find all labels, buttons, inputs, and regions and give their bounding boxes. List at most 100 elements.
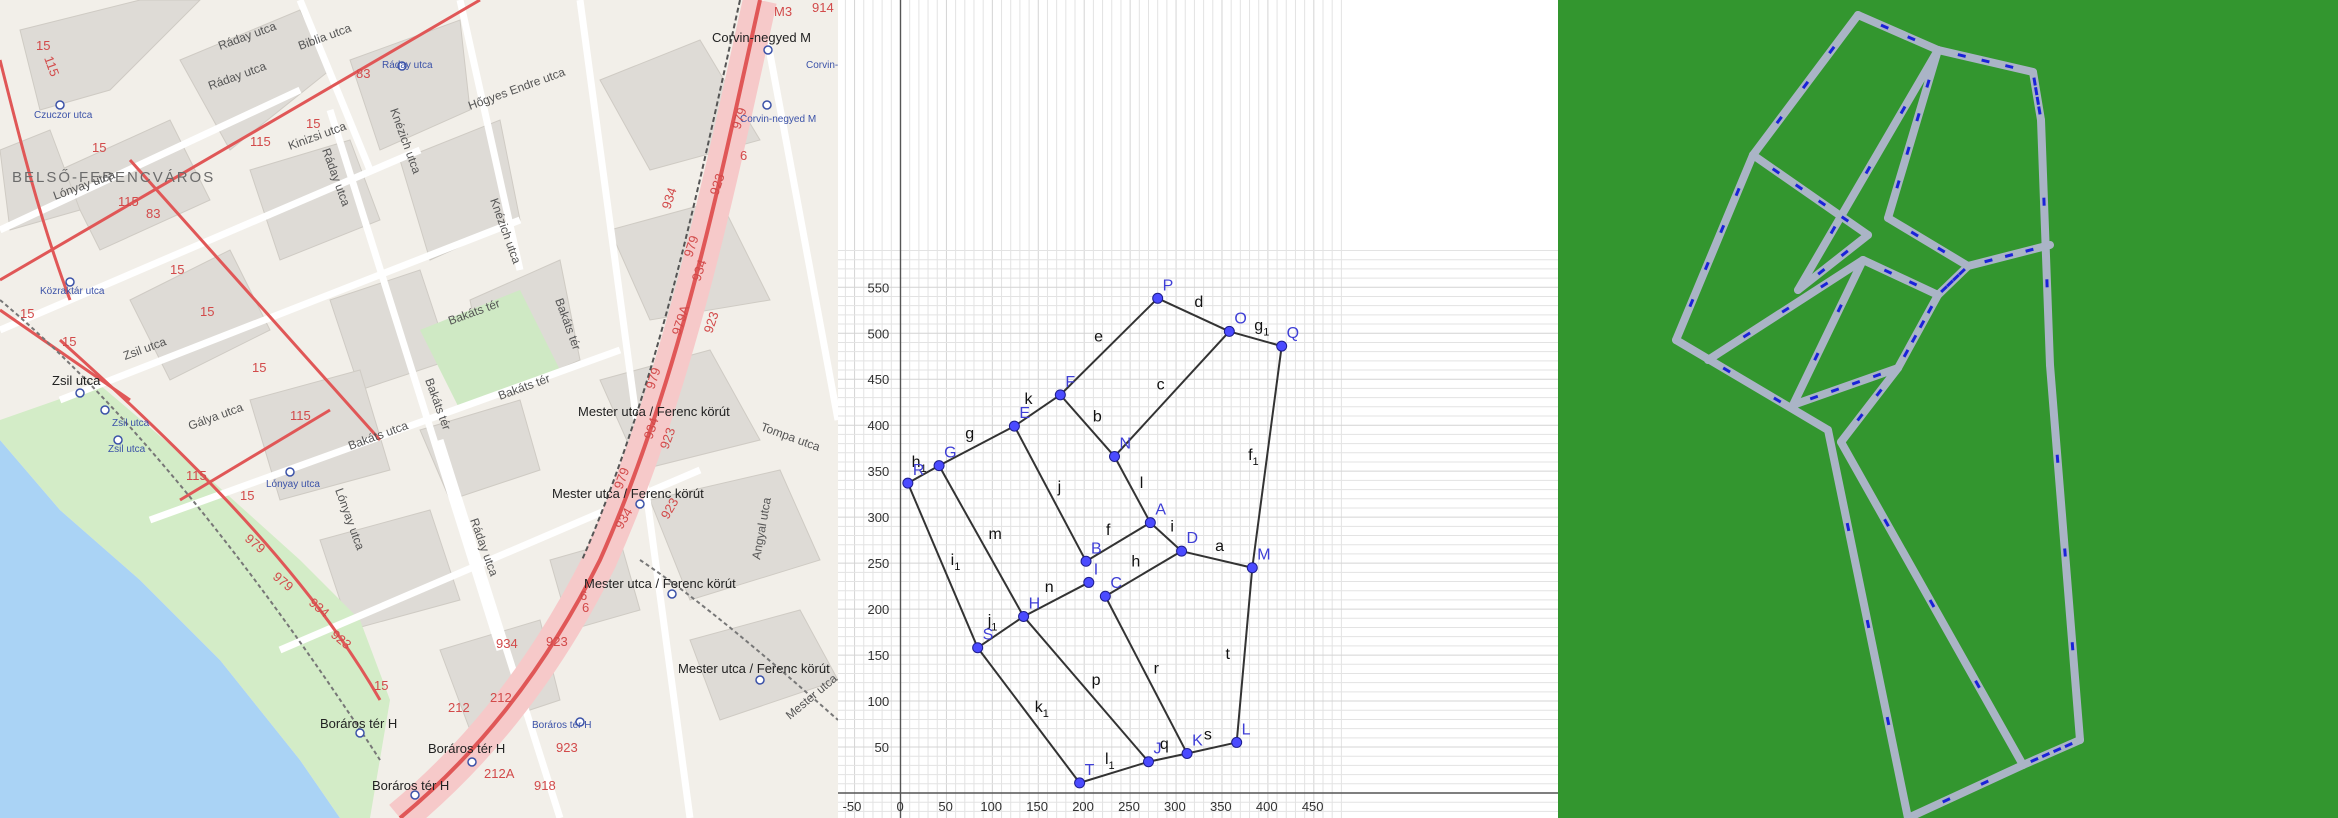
segment-label-g1: g1 <box>1254 317 1269 338</box>
segment-label-e: e <box>1094 329 1103 346</box>
point-T[interactable] <box>1074 777 1086 789</box>
point-O[interactable] <box>1223 325 1235 337</box>
segment-s <box>1186 741 1237 755</box>
segment-p <box>1022 615 1150 763</box>
y-tick-label: 50 <box>875 740 889 755</box>
point-L[interactable] <box>1231 736 1243 748</box>
ground-area <box>1558 0 2338 818</box>
segment-label-l: l <box>1140 475 1144 492</box>
segment-label-t: t <box>1226 646 1231 663</box>
point-label-G: G <box>944 445 956 462</box>
geometry-graph-panel[interactable]: -50 0 50 100 150 200 250 300 350 400 450 50 100 150 20… <box>838 0 1558 818</box>
segment-a <box>1181 550 1253 569</box>
point-label-C: C <box>1110 575 1122 592</box>
point-B[interactable] <box>1080 555 1092 567</box>
point-C[interactable] <box>1099 590 1111 602</box>
vehicle-marker <box>1915 112 1921 122</box>
point-label-D: D <box>1187 530 1199 547</box>
y-tick-label: 300 <box>868 510 890 525</box>
vehicle-marker <box>1828 45 1836 55</box>
segment-label-f1: f1 <box>1248 447 1259 468</box>
point-H[interactable] <box>1018 610 1030 622</box>
point-D[interactable] <box>1176 545 1188 557</box>
point-J[interactable] <box>1142 756 1154 768</box>
point-F[interactable] <box>1054 389 1066 401</box>
vehicle-marker <box>1905 146 1911 156</box>
vehicle-marker <box>1902 349 1910 358</box>
point-G[interactable] <box>933 460 945 472</box>
points-layer: P O Q F E N G R A D B M IC H S L K J T <box>902 277 1299 789</box>
segment-i1 <box>906 482 979 649</box>
route-label: 923 <box>701 310 722 335</box>
point-A[interactable] <box>1144 517 1156 529</box>
vehicle-marker <box>2005 64 2014 69</box>
route-label: 6 <box>740 148 747 163</box>
vehicle-marker <box>2041 752 2051 758</box>
segment-label-l1: l1 <box>1105 751 1115 772</box>
segment-label-j1: j1 <box>987 613 998 634</box>
vehicle-marker <box>1794 183 1804 191</box>
route-label: 979 <box>643 366 664 391</box>
route-label: 914 <box>812 0 834 15</box>
segment-label-f: f <box>1106 522 1111 539</box>
stop-label-boraros-3: Boráros tér H <box>372 778 449 793</box>
vehicle-marker <box>1946 279 1954 288</box>
vehicle-marker <box>2063 548 2067 557</box>
river-area <box>0 440 340 818</box>
x-tick-label: 100 <box>980 799 1002 814</box>
vehicle-marker <box>1925 79 1931 88</box>
vehicle-marker <box>1875 388 1883 397</box>
vehicle-marker <box>1958 267 1966 276</box>
route-label: 212 <box>490 690 512 705</box>
point-S[interactable] <box>972 642 984 654</box>
vehicle-marker <box>1872 372 1882 379</box>
segment-label-a: a <box>1215 538 1224 555</box>
vehicle-marker <box>1980 779 1989 786</box>
route-label: 83 <box>356 66 370 81</box>
point-I[interactable] <box>1083 576 1095 588</box>
y-tick-label: 100 <box>868 694 890 709</box>
vehicle-marker <box>1895 180 1901 189</box>
vehicle-marker <box>1918 319 1926 329</box>
vehicle-marker <box>1742 331 1751 339</box>
street-map-panel[interactable]: BELSŐ-FERENCVÁROS Ráday utca Biblia utca… <box>0 0 838 818</box>
point-label-N: N <box>1120 435 1132 452</box>
point-M[interactable] <box>1246 562 1258 574</box>
point-K[interactable] <box>1181 747 1193 759</box>
route-label: 212A <box>484 766 515 781</box>
vehicle-marker <box>1883 268 1893 275</box>
segment-label-i: i <box>1170 519 1174 536</box>
small-stop-lonyay: Lónyay utca <box>266 479 320 490</box>
segment-j1 <box>977 615 1025 649</box>
vehicle-marker <box>1840 215 1850 223</box>
x-tick-label: -50 <box>843 799 862 814</box>
stop-label-mester-1: Mester utca / Ferenc körút <box>578 404 730 419</box>
route-label: 15 <box>240 488 254 503</box>
point-Q[interactable] <box>1276 340 1288 352</box>
x-tick-label: 50 <box>938 799 952 814</box>
vehicle-marker <box>1829 225 1837 235</box>
small-stop-raday: Ráday utca <box>382 60 433 71</box>
point-R[interactable] <box>902 477 914 489</box>
road-simulation-panel[interactable] <box>1558 0 2338 818</box>
route-label: 923 <box>556 740 578 755</box>
segment-t <box>1235 567 1254 743</box>
point-label-I: I <box>1094 561 1098 578</box>
point-E[interactable] <box>1008 420 1020 432</box>
vehicle-marker <box>1910 230 1919 238</box>
geometry-graph[interactable]: -50 0 50 100 150 200 250 300 350 400 450 50 100 150 20… <box>838 0 1558 818</box>
vehicle-marker <box>1885 716 1891 726</box>
point-label-P: P <box>1163 277 1174 294</box>
road-segment <box>1794 231 1872 294</box>
point-P[interactable] <box>1152 292 1164 304</box>
point-N[interactable] <box>1109 450 1121 462</box>
segment-label-g: g <box>965 425 974 442</box>
x-tick-label: 0 <box>897 799 904 814</box>
segment-r <box>1104 595 1188 754</box>
vehicle-marker <box>1957 53 1966 58</box>
route-label: 15 <box>20 306 34 321</box>
small-stop-zsil-1: Zsil utca <box>112 418 150 429</box>
vehicle-markers <box>1688 23 2075 804</box>
road-segment <box>1672 336 1832 434</box>
route-label: 6 <box>582 600 589 615</box>
